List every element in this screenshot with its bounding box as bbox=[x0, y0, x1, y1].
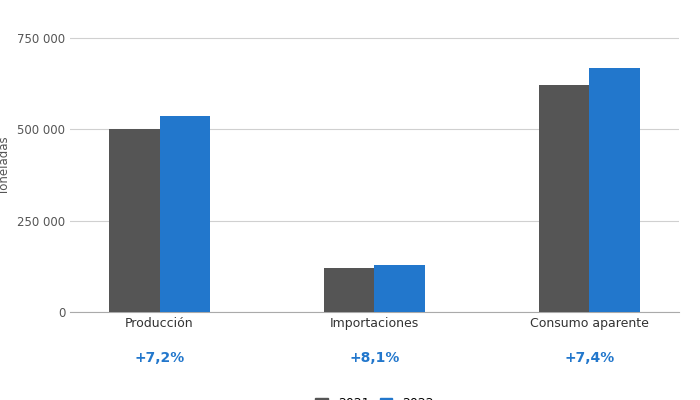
Bar bbox=[160, 116, 210, 312]
Bar bbox=[589, 68, 640, 312]
Legend: 2021, 2022: 2021, 2022 bbox=[309, 391, 440, 400]
Bar bbox=[374, 264, 425, 312]
Bar bbox=[539, 85, 589, 312]
Text: +8,1%: +8,1% bbox=[349, 351, 400, 365]
Text: +7,2%: +7,2% bbox=[134, 351, 185, 365]
Y-axis label: Toneladas: Toneladas bbox=[0, 137, 11, 195]
Bar bbox=[324, 268, 374, 312]
Text: +7,4%: +7,4% bbox=[564, 351, 615, 365]
Bar bbox=[109, 130, 160, 312]
